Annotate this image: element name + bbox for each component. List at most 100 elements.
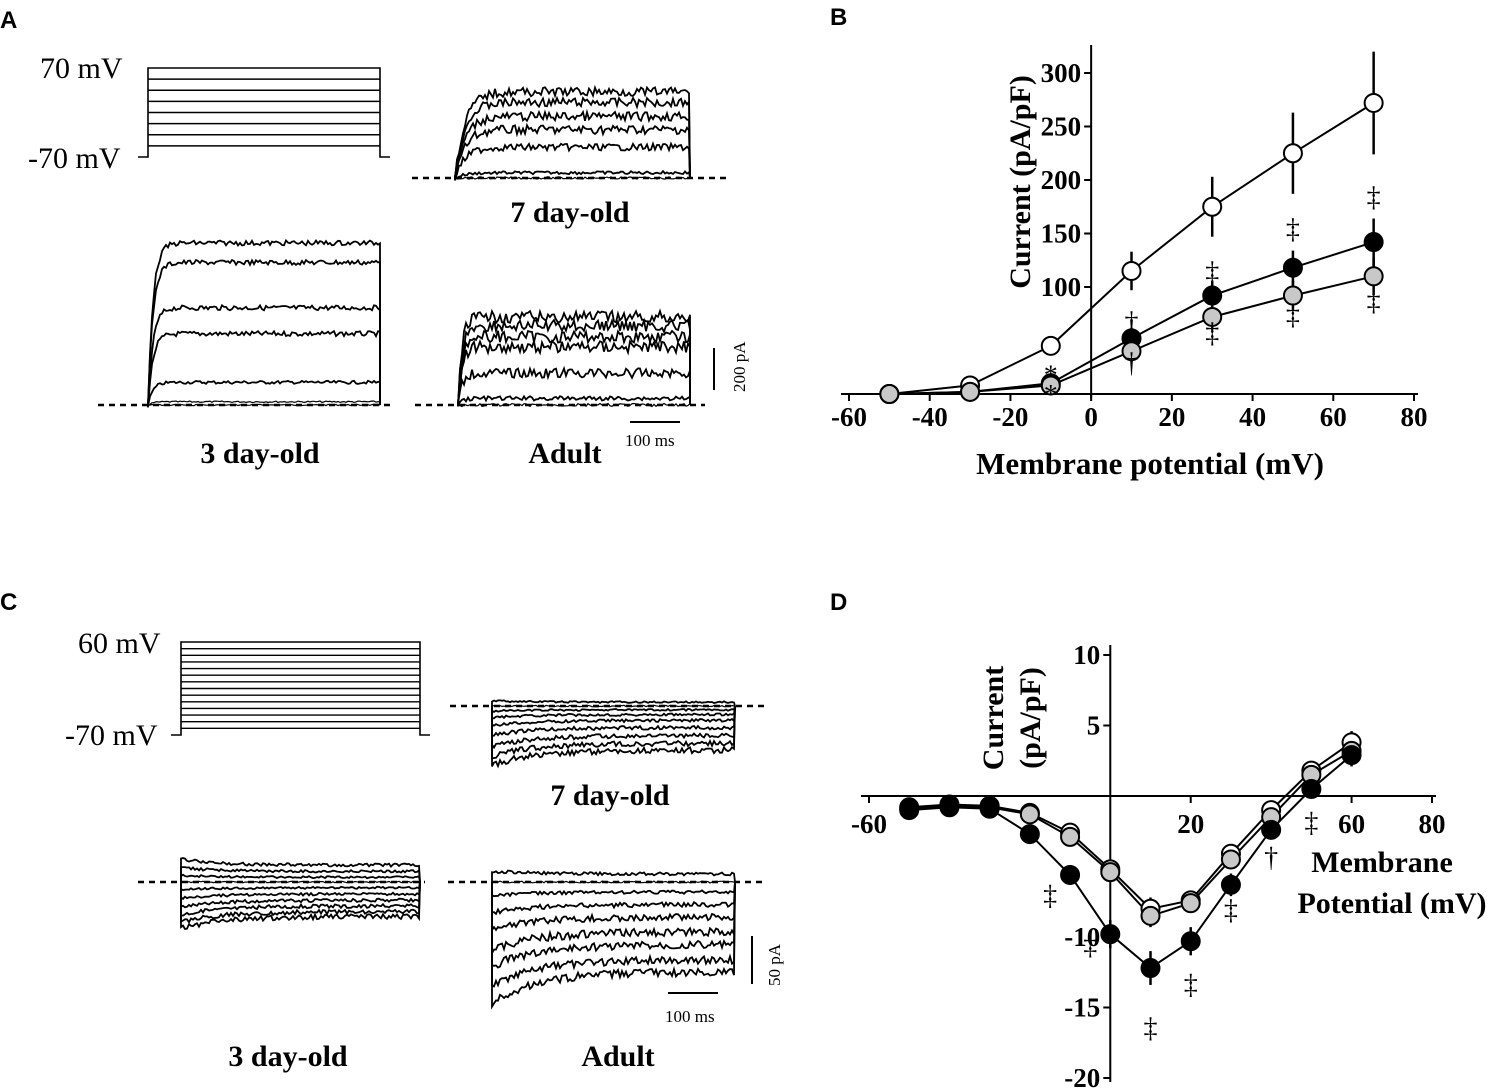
chart-d-point-black [1220,874,1241,895]
scalebar-c-time-label: 100 ms [665,1007,715,1026]
chart-b-x-tick-label: -60 [831,402,867,432]
chart-d-ylabel-line2: (pA/pF) [1014,667,1047,769]
chart-d-x-tick-label: 20 [1177,809,1204,839]
a-adult-trace-1 [457,394,691,407]
chart-b-significance-marker: * [1044,380,1058,411]
chart-d-point-black [1301,778,1322,799]
chart-d-y-tick-label: -15 [1064,993,1100,1023]
chart-d-point-black [1019,824,1040,845]
chart-b-point-open [1282,143,1303,164]
a-3day-trace-3 [147,329,381,408]
chart-b-point-grey [1040,375,1061,396]
chart-b-significance-marker: ‡ [1286,300,1300,331]
chart-d-point-black [939,797,960,818]
c-adult-trace-0 [491,869,736,883]
chart-d: Current (pA/pF) Membrane Potential (mV) … [851,640,1487,1089]
panel-c: 60 mV -70 mV 7 day-old 3 day-old Adult 5… [65,627,784,1073]
chart-d-point-black [1341,745,1362,766]
chart-d-y-tick-label: 5 [1087,711,1101,741]
panel-a: 70 mV -70 mV 7 day-old 3 day-old Adult 2… [28,52,749,470]
a-adult-trace-2 [457,365,691,405]
c-3day-trace-7 [180,881,421,917]
c-3day-trace-0 [180,857,421,883]
c-adult-trace-4 [491,881,736,933]
chart-b-point-black [1363,232,1384,253]
voltage-protocol-a [138,67,390,158]
a-adult-trace-0 [457,402,691,408]
c-3day-trace-1 [180,866,421,883]
a-3day-trace-0 [147,403,381,407]
chart-b-point-open [1040,335,1061,356]
chart-b-x-tick-label: 40 [1239,402,1266,432]
chart-d-x-tick-label: 60 [1338,809,1365,839]
chart-d-point-black [1180,931,1201,952]
c-7day-trace-3 [491,705,736,720]
scalebar-a-time-label: 100 ms [625,431,675,450]
chart-b-point-grey [1363,266,1384,287]
a-7day-trace-5 [454,95,691,179]
protocol-c-outline [171,641,430,736]
traces-c-7day [491,699,736,769]
chart-b-y-tick-label: 300 [1041,58,1082,88]
c-adult-trace-1 [491,880,736,884]
chart-d-point-grey [1100,862,1121,883]
chart-b: Current (pA/pF) Membrane potential (mV) … [831,45,1428,481]
chart-b-significance-marker: ‡ [1205,318,1219,349]
chart-b-point-grey [1121,341,1142,362]
a-3day-trace-6 [147,238,381,405]
c-3day-trace-2 [180,873,421,883]
c-7day-trace-2 [491,705,736,713]
chart-d-ylabel-line1: Current [977,666,1010,770]
chart-d-significance-marker: ‡ [1083,930,1097,961]
chart-b-x-tick-label: -20 [992,402,1028,432]
scalebar-c-current-label: 50 pA [765,943,784,986]
chart-d-point-grey [1140,905,1161,926]
chart-b-x-tick-label: 0 [1084,402,1098,432]
chart-d-point-black [1100,924,1121,945]
c-3day-trace-6 [180,881,421,909]
traces-a-7day [454,84,691,181]
traces-a-3day [147,238,381,408]
c-adult-trace-3 [491,881,736,916]
chart-d-point-black [1140,958,1161,979]
c-3day-trace-3 [180,880,421,884]
chart-d-x-tick-label: -60 [851,809,887,839]
chart-b-significance-marker: † [1125,307,1139,338]
c-7day-trace-1 [491,704,736,708]
chart-b-x-tick-label: 60 [1320,402,1347,432]
a-7day-trace-2 [454,141,691,180]
c-adult-trace-6 [491,881,736,969]
a-adult-trace-5 [457,317,691,407]
chart-d-y-tick-label: -10 [1064,922,1100,952]
chart-d-y-tick-label: -20 [1064,1063,1100,1089]
chart-b-y-tick-label: 150 [1041,219,1082,249]
chart-d-significance-marker: ‡ [1184,970,1198,1001]
chart-b-point-black [1202,285,1223,306]
a-3day-trace-2 [147,379,381,407]
chart-d-point-grey [1220,849,1241,870]
traces-a-adult [457,308,691,408]
chart-d-point-grey [1019,804,1040,825]
chart-b-ylabel: Current (pA/pF) [1004,75,1037,289]
traces-c-3day [180,857,421,930]
chart-b-significance-marker: ‡ [1286,214,1300,245]
chart-d-point-black [1261,819,1282,840]
c-7day-trace-5 [491,705,736,737]
a-7day-trace-6 [454,84,691,181]
panel-label-a: A [0,7,17,34]
chart-d-xlabel-line2: Potential (mV) [1297,887,1486,920]
chart-b-y-tick-label: 250 [1041,112,1082,142]
panel-label-d: D [830,589,847,616]
panel-label-b: B [830,4,847,31]
chart-b-point-grey [1202,306,1223,327]
chart-b-y-tick-label: 100 [1041,272,1082,302]
chart-d-series-line-open [909,741,1353,910]
c-3day-trace-4 [180,881,421,892]
chart-d-significance-marker: † [1264,843,1278,874]
chart-d-point-grey [1060,826,1081,847]
protocol-a-top-label: 70 mV [40,52,123,85]
chart-b-point-open [1121,260,1142,281]
chart-d-xlabel-line1: Membrane [1311,846,1453,879]
chart-b-xlabel: Membrane potential (mV) [976,446,1324,481]
protocol-a-outline [138,67,390,158]
